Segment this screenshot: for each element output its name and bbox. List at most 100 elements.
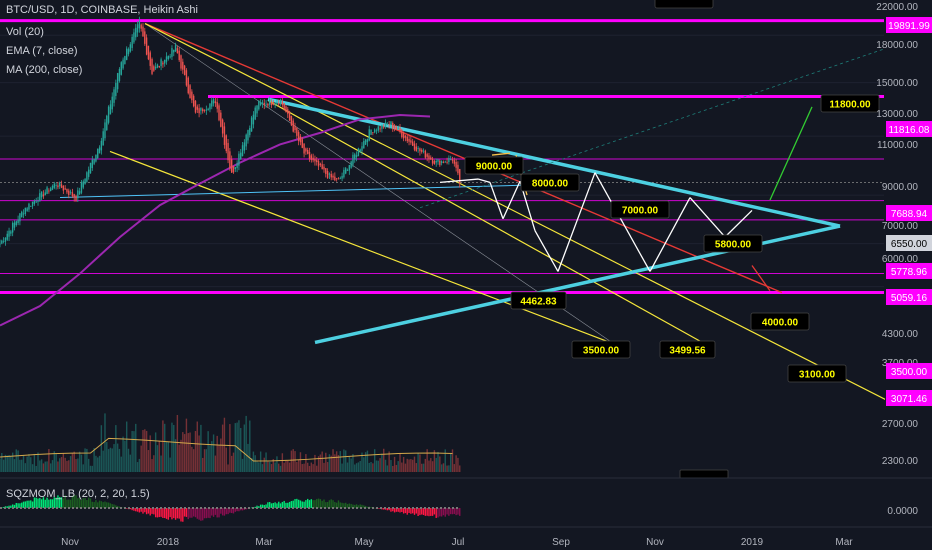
volume-bar: [145, 430, 148, 472]
candle-body: [232, 165, 235, 173]
volume-bar: [66, 460, 68, 472]
candle-body: [53, 183, 55, 188]
volume-bar: [80, 454, 83, 472]
candle-body: [216, 102, 218, 109]
candle-body: [100, 140, 103, 151]
candle-body: [240, 152, 242, 160]
volume-bar: [354, 464, 356, 472]
candle-body: [384, 122, 387, 128]
candle-body: [299, 136, 302, 143]
momentum-bar: [180, 508, 182, 522]
volume-bar: [194, 431, 197, 472]
volume-bar: [165, 441, 168, 472]
cyan-triangle-top: [267, 97, 841, 228]
momentum-bar: [153, 508, 155, 515]
momentum-bar: [106, 502, 108, 508]
momentum-bar: [321, 500, 323, 508]
candle-body: [66, 188, 68, 193]
candle-body: [89, 162, 92, 174]
volume-bar: [102, 450, 104, 472]
volume-legend[interactable]: Vol (20): [6, 26, 44, 38]
momentum-bar: [42, 497, 45, 508]
volume-bar: [164, 423, 166, 472]
momentum-bar: [60, 497, 63, 508]
volume-bar: [211, 441, 213, 472]
candle-body: [390, 121, 392, 125]
candle-body: [305, 148, 307, 152]
volume-bar: [370, 461, 372, 472]
volume-bar: [457, 457, 459, 472]
volume-bar: [10, 455, 12, 472]
candle-body: [252, 114, 255, 125]
momentum-bar: [185, 508, 188, 517]
momentum-bar: [84, 497, 86, 508]
candle-body: [102, 131, 104, 146]
momentum-bar: [33, 497, 36, 508]
momentum-bar: [326, 501, 329, 508]
volume-bar: [283, 462, 285, 472]
volume-bar: [221, 424, 224, 472]
price-label: 6550.00: [891, 239, 928, 250]
momentum-bar: [241, 508, 244, 511]
candle-body: [133, 32, 135, 43]
green-arrow: [769, 106, 813, 201]
momentum-bar: [256, 505, 258, 508]
candle-body: [107, 106, 110, 123]
volume-bar: [346, 462, 349, 472]
momentum-bar: [53, 497, 55, 508]
volume-bar: [449, 452, 452, 472]
momentum-bar: [359, 504, 361, 508]
candle-body: [281, 101, 284, 105]
ma-legend[interactable]: MA (200, close): [6, 64, 83, 76]
price-label: 7688.94: [891, 209, 928, 220]
volume-bar: [178, 444, 180, 472]
candle-body: [343, 169, 345, 178]
momentum-bar: [272, 502, 275, 508]
volume-bar: [250, 458, 253, 472]
momentum-bar: [223, 508, 226, 516]
candle-body: [316, 160, 318, 163]
candle-body: [274, 103, 276, 105]
volume-bar: [2, 459, 5, 472]
momentum-bar: [388, 508, 390, 511]
momentum-bar: [89, 498, 92, 508]
volume-bar: [379, 458, 381, 472]
volume-bar: [428, 460, 430, 472]
candle-body: [411, 141, 414, 146]
volume-bar: [375, 460, 378, 472]
volume-bar: [26, 456, 28, 472]
volume-bar: [0, 458, 1, 472]
squeeze-momentum-legend[interactable]: SQZMOM_LB (20, 2, 20, 1.5): [6, 488, 150, 500]
candle-body: [196, 106, 198, 110]
candle-body: [446, 161, 448, 163]
ema-legend[interactable]: EMA (7, close): [6, 45, 78, 57]
volume-bar: [91, 465, 94, 472]
volume-bar: [268, 461, 271, 472]
candle-body: [259, 102, 262, 106]
candle-body: [375, 130, 378, 132]
volume-bar: [285, 459, 287, 472]
momentum-bar: [191, 508, 193, 518]
momentum-bar: [364, 505, 367, 508]
momentum-bar: [426, 508, 428, 516]
candle-body: [4, 237, 7, 242]
candle-body: [44, 192, 46, 196]
volume-bar: [297, 460, 300, 472]
volume-bar: [259, 451, 262, 472]
momentum-bar: [261, 504, 264, 508]
candle-body: [135, 27, 137, 38]
price-label-box: [886, 205, 932, 221]
momentum-bar: [149, 508, 151, 516]
volume-bar: [209, 445, 211, 472]
candle-body: [238, 153, 240, 166]
candle-body: [122, 59, 124, 69]
momentum-bar: [419, 508, 421, 516]
volume-bar: [290, 450, 293, 472]
candle-body: [258, 100, 260, 110]
candle-body: [444, 161, 446, 163]
volume-bar: [451, 449, 454, 472]
volume-bar: [431, 461, 434, 472]
momentum-bar: [399, 508, 401, 513]
